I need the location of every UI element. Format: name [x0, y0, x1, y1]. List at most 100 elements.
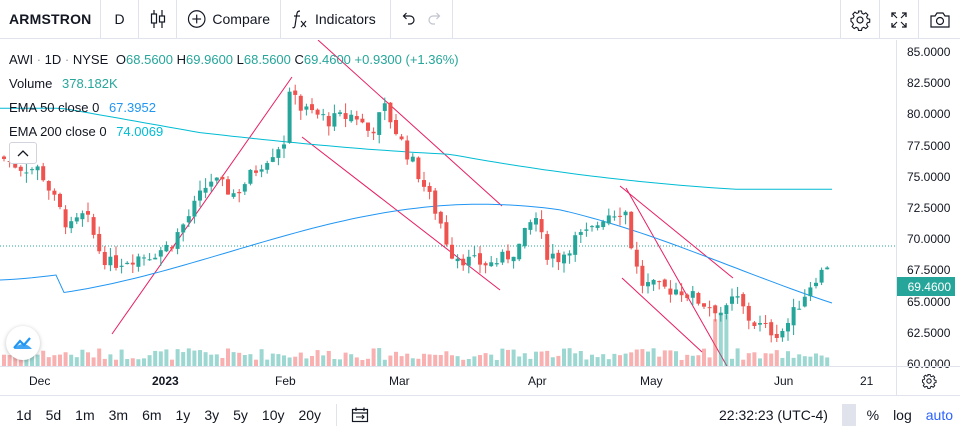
- range-5y[interactable]: 5y: [233, 406, 248, 423]
- candle-body: [41, 166, 46, 181]
- candle-body: [2, 156, 6, 159]
- interval-button[interactable]: D: [101, 0, 139, 39]
- redo-icon[interactable]: [427, 12, 443, 26]
- candle-body: [214, 177, 219, 181]
- candle-body: [685, 294, 690, 299]
- legend-ema200-row[interactable]: EMA 200 close 0 74.0069: [9, 120, 459, 144]
- time-label: May: [640, 374, 663, 388]
- candle-body: [371, 131, 376, 134]
- candle-body: [500, 251, 505, 263]
- legend-close: 69.4600: [303, 52, 351, 67]
- range-3y[interactable]: 3y: [204, 406, 220, 423]
- date-range-button[interactable]: [345, 407, 375, 423]
- clock-timezone[interactable]: 22:32:23 (UTC-4): [719, 407, 828, 423]
- symbol-search[interactable]: ARMSTRON: [0, 0, 101, 39]
- chart-plot-area[interactable]: [0, 39, 960, 369]
- candle-body: [433, 190, 438, 214]
- time-axis[interactable]: Dec 2023 Feb Mar Apr May Jun 21: [0, 366, 960, 395]
- candle-body: [662, 279, 667, 287]
- divider: [336, 403, 338, 426]
- candle-body: [102, 251, 107, 266]
- volume-bar: [517, 356, 522, 366]
- volume-bar: [522, 353, 527, 366]
- volume-bar: [108, 354, 113, 366]
- time-label: Apr: [528, 374, 547, 388]
- volume-bar: [164, 349, 169, 366]
- price-axis[interactable]: 85.0000 82.5000 80.0000 77.5000 75.0000 72.50…: [896, 40, 960, 371]
- volume-bar: [802, 356, 807, 366]
- volume-bar: [321, 355, 326, 366]
- volume-bar: [192, 350, 197, 366]
- legend-symbol: AWI: [9, 52, 34, 67]
- range-5d[interactable]: 5d: [45, 406, 62, 423]
- volume-bar: [276, 354, 281, 366]
- candle-body: [130, 262, 135, 265]
- price-label: 77.5000: [907, 138, 951, 153]
- range-3m[interactable]: 3m: [108, 406, 129, 423]
- undo-icon[interactable]: [400, 12, 416, 26]
- candle-body: [382, 103, 387, 111]
- range-1d[interactable]: 1d: [16, 406, 32, 423]
- log-toggle[interactable]: log: [893, 407, 912, 423]
- legend-ema50-row[interactable]: EMA 50 close 0 67.3952: [9, 96, 459, 120]
- volume-bar: [489, 354, 494, 366]
- volume-bar: [326, 350, 331, 366]
- legend-volume-row[interactable]: Volume 378.182K: [9, 72, 459, 96]
- candle-body: [578, 232, 583, 235]
- range-1y[interactable]: 1y: [175, 406, 191, 423]
- candle-body: [752, 322, 757, 326]
- candle-body: [668, 288, 673, 295]
- chart-type-button[interactable]: [139, 0, 177, 39]
- range-10y[interactable]: 10y: [261, 406, 285, 423]
- settings-button[interactable]: [840, 0, 879, 39]
- volume-bar: [438, 354, 443, 366]
- candlestick-chart[interactable]: [0, 39, 896, 369]
- candle-body: [606, 215, 611, 224]
- candle-body: [466, 256, 471, 266]
- volume-bar: [455, 356, 460, 366]
- volume-bar: [282, 355, 286, 366]
- candle-body: [769, 322, 774, 336]
- price-label: 67.5000: [907, 263, 951, 278]
- volume-bar: [209, 354, 214, 366]
- range-6m[interactable]: 6m: [142, 406, 162, 423]
- indicators-button[interactable]: Indicators: [281, 0, 391, 39]
- candle-body: [679, 291, 684, 296]
- volume-bar: [461, 359, 466, 366]
- volume-bar: [97, 348, 102, 366]
- fullscreen-button[interactable]: [879, 0, 918, 39]
- legend-collapse-button[interactable]: [9, 142, 37, 164]
- volume-bar: [181, 352, 186, 366]
- volume-bar: [500, 348, 505, 366]
- candle-body: [349, 114, 354, 122]
- candle-body: [545, 234, 550, 260]
- candle-body: [511, 256, 516, 262]
- volume-bar: [534, 351, 538, 366]
- volume-bar: [545, 350, 550, 366]
- volume-bar: [707, 357, 712, 366]
- candle-body: [58, 193, 62, 208]
- tradingview-logo-button[interactable]: [6, 326, 40, 360]
- range-1m[interactable]: 1m: [75, 406, 95, 423]
- candle-body: [741, 294, 746, 307]
- candle-body: [640, 265, 645, 286]
- auto-scale-toggle[interactable]: auto: [925, 407, 953, 423]
- range-20y[interactable]: 20y: [298, 406, 322, 423]
- candle-body: [595, 225, 600, 228]
- candles-icon: [150, 10, 165, 28]
- divider: [841, 404, 856, 426]
- volume-bar: [58, 354, 62, 366]
- axis-settings-button[interactable]: [896, 367, 960, 395]
- percent-toggle[interactable]: %: [866, 407, 880, 423]
- volume-bar: [567, 348, 572, 366]
- volume-bar: [69, 354, 74, 366]
- candle-body: [758, 323, 762, 325]
- ema50-line: [0, 203, 833, 304]
- volume-bar: [265, 359, 270, 366]
- compare-button[interactable]: Compare: [177, 0, 281, 39]
- screenshot-button[interactable]: [918, 0, 960, 39]
- trend-channel-line: [317, 39, 503, 207]
- candle-body: [377, 112, 382, 135]
- candle-body: [164, 244, 169, 252]
- candle-body: [97, 233, 102, 252]
